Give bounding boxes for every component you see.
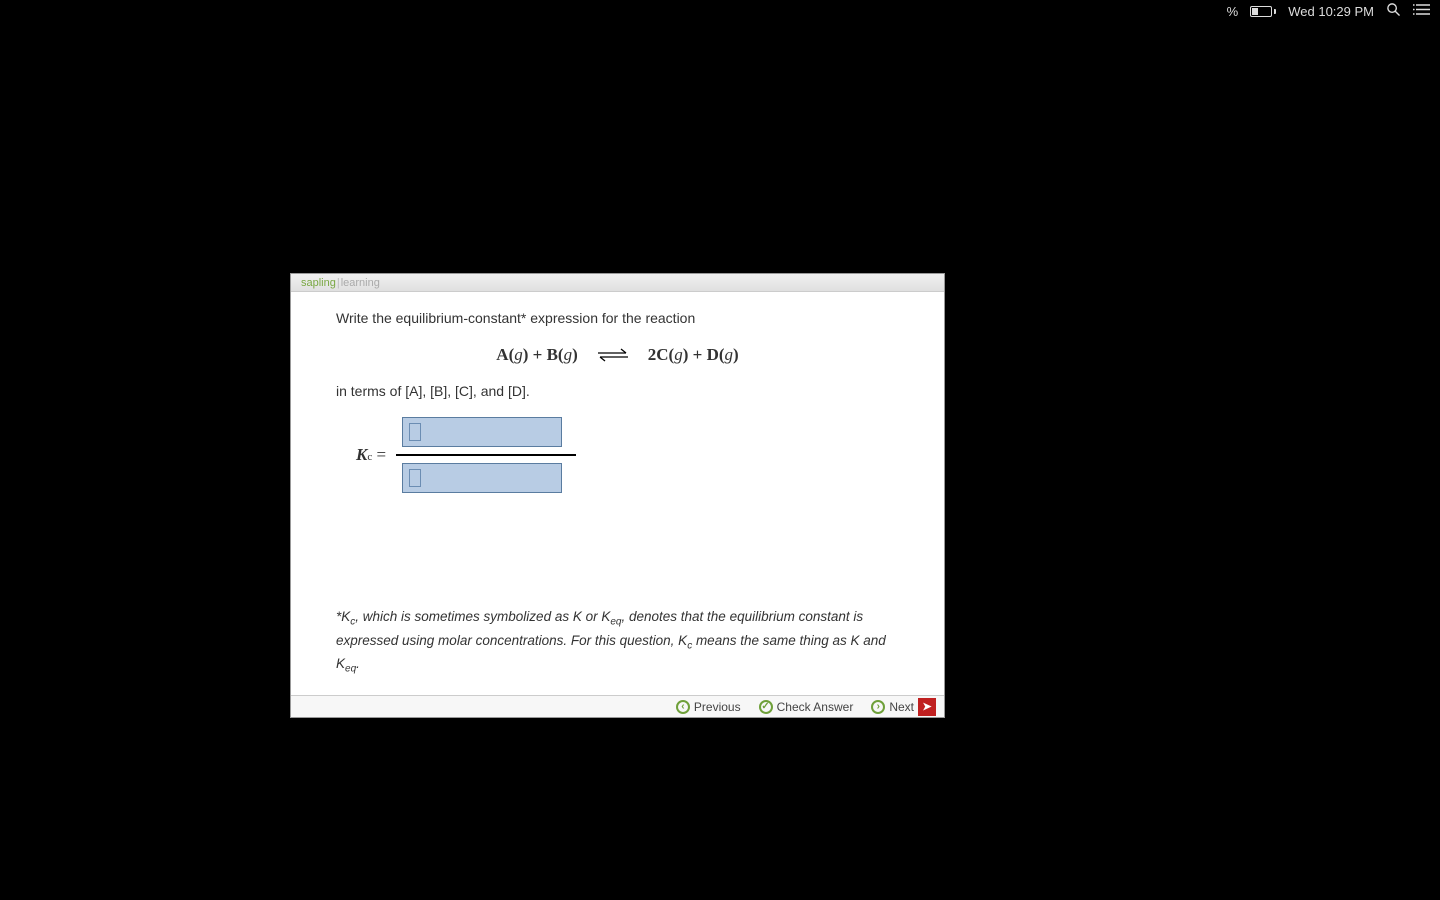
next-circle-icon: ›: [871, 700, 885, 714]
chemical-equation: A(g) + B(g) 2C(g) + D(g): [336, 345, 899, 365]
next-button[interactable]: › Next ➤: [871, 698, 936, 716]
sapling-learning-window: sapling|learning Write the equilibrium-c…: [290, 273, 945, 718]
app-header: sapling|learning: [291, 274, 944, 292]
brand-separator: |: [337, 277, 340, 289]
kc-label: Kc =: [356, 445, 386, 465]
macos-menubar: % Wed 10:29 PM: [1217, 0, 1440, 22]
equation-left: A(g) + B(g): [496, 345, 577, 365]
brand-logo: sapling|learning: [301, 277, 380, 289]
denominator-input[interactable]: [402, 463, 562, 493]
question-intro: Write the equilibrium-constant* expressi…: [336, 308, 899, 329]
question-terms: in terms of [A], [B], [C], and [D].: [336, 383, 899, 399]
previous-circle-icon: ‹: [676, 700, 690, 714]
menubar-datetime[interactable]: Wed 10:29 PM: [1288, 4, 1374, 19]
brand-first: sapling: [301, 277, 336, 289]
footnote-text: *Kc, which is sometimes symbolized as K …: [336, 607, 899, 677]
bottom-action-bar: ‹ Previous ✓ Check Answer › Next ➤: [291, 695, 944, 717]
numerator-input[interactable]: [402, 417, 562, 447]
spotlight-search-icon[interactable]: [1386, 2, 1401, 20]
next-label: Next: [889, 700, 914, 714]
check-answer-button[interactable]: ✓ Check Answer: [759, 700, 854, 714]
battery-percent-label: %: [1227, 4, 1239, 19]
battery-icon: [1250, 6, 1276, 17]
brand-second: learning: [341, 277, 380, 289]
check-label: Check Answer: [777, 700, 854, 714]
fraction-bar: [396, 454, 576, 456]
kc-expression: Kc =: [356, 417, 899, 493]
next-arrow-box-icon: ➤: [918, 698, 936, 716]
equation-right: 2C(g) + D(g): [648, 345, 739, 365]
previous-label: Previous: [694, 700, 741, 714]
check-circle-icon: ✓: [759, 700, 773, 714]
notification-center-icon[interactable]: [1413, 3, 1430, 19]
fraction: [396, 417, 576, 493]
question-content: Write the equilibrium-constant* expressi…: [291, 292, 944, 695]
equilibrium-arrow-icon: [596, 346, 630, 364]
previous-button[interactable]: ‹ Previous: [676, 700, 741, 714]
numerator-placeholder: [409, 423, 421, 441]
denominator-placeholder: [409, 469, 421, 487]
